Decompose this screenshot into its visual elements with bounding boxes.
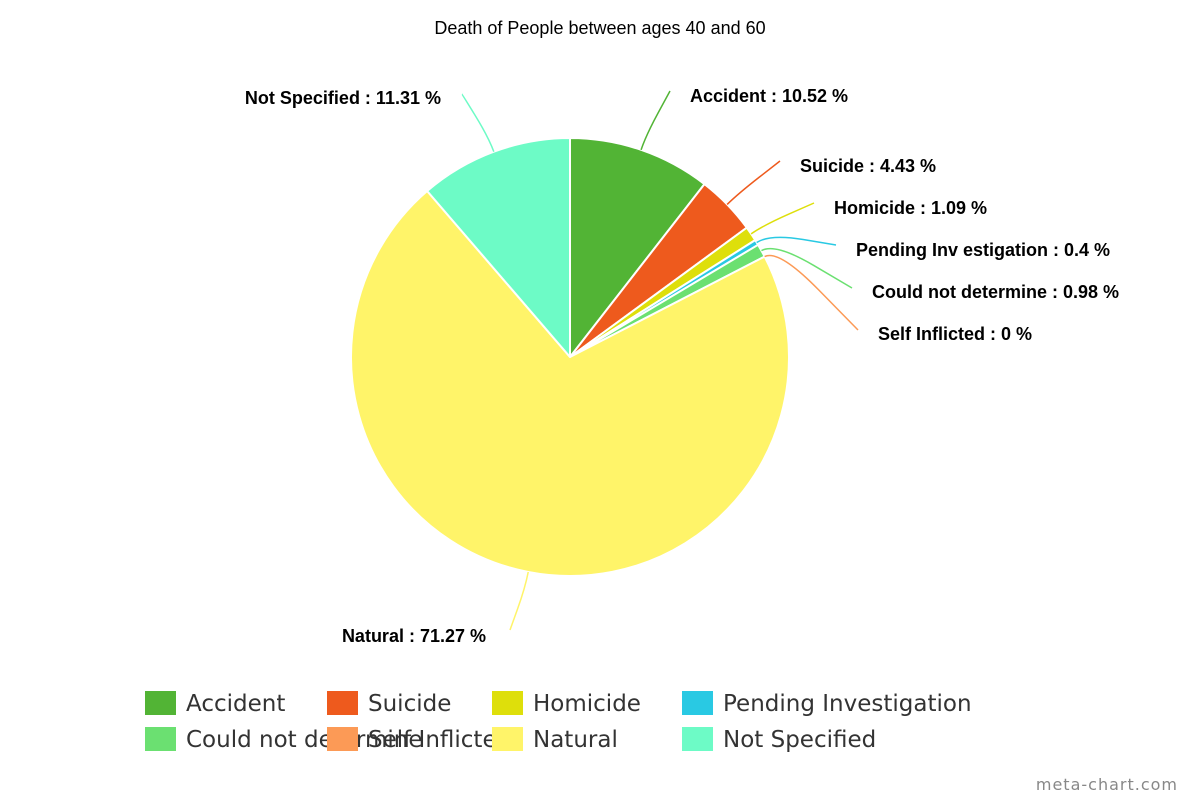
legend-item-natural[interactable]: Natural bbox=[492, 727, 618, 753]
leader-line-suicide bbox=[726, 160, 781, 205]
legend-swatch-homicide bbox=[492, 691, 523, 715]
leader-line-natural bbox=[509, 571, 529, 631]
legend-swatch-suicide bbox=[327, 691, 358, 715]
leader-line-accident bbox=[640, 90, 671, 151]
chart-title: Death of People between ages 40 and 60 bbox=[434, 18, 765, 38]
legend-item-not-specified[interactable]: Not Specified bbox=[682, 727, 876, 753]
legend-label-homicide: Homicide bbox=[533, 691, 641, 717]
pie-slice-natural[interactable] bbox=[350, 190, 790, 577]
legend-swatch-self-inflicted bbox=[327, 727, 358, 751]
legend-label-accident: Accident bbox=[186, 691, 285, 717]
leader-line-pending-investigation bbox=[756, 236, 837, 246]
label-leaders bbox=[461, 90, 859, 631]
legend-swatch-accident bbox=[145, 691, 176, 715]
legend-item-suicide[interactable]: Suicide bbox=[327, 691, 451, 717]
leader-line-could-not-determine bbox=[761, 247, 853, 289]
credit-text: meta-chart.com bbox=[1036, 775, 1178, 794]
data-label-natural: Natural : 71.27 % bbox=[342, 626, 486, 646]
legend-item-pending-investigation[interactable]: Pending Investigation bbox=[682, 691, 972, 717]
data-label-could-not-determine: Could not determine : 0.98 % bbox=[872, 282, 1119, 302]
legend: Accident Suicide Homicide Pending Investiga… bbox=[145, 691, 972, 753]
legend-swatch-pending-investigation bbox=[682, 691, 713, 715]
legend-label-self-inflicted: Self Inflicted bbox=[368, 727, 511, 753]
leader-line-homicide bbox=[750, 202, 815, 235]
leader-line-self-inflicted bbox=[764, 254, 859, 331]
pie-slices bbox=[350, 137, 790, 577]
data-labels: Accident : 10.52 % Suicide : 4.43 % Homici… bbox=[245, 86, 1119, 646]
legend-label-not-specified: Not Specified bbox=[723, 727, 876, 753]
data-label-pending-investigation: Pending Inv estigation : 0.4 % bbox=[856, 240, 1110, 260]
legend-label-natural: Natural bbox=[533, 727, 618, 753]
legend-label-could-not-determine: Could not determine bbox=[186, 727, 422, 753]
legend-item-accident[interactable]: Accident bbox=[145, 691, 285, 717]
legend-label-suicide: Suicide bbox=[368, 691, 451, 717]
legend-item-could-not-determine[interactable]: Could not determine bbox=[145, 727, 422, 753]
data-label-self-inflicted: Self Inflicted : 0 % bbox=[878, 324, 1032, 344]
pie-slice-not-specified[interactable] bbox=[426, 137, 571, 358]
data-label-not-specified: Not Specified : 11.31 % bbox=[245, 88, 441, 108]
legend-item-self-inflicted[interactable]: Self Inflicted bbox=[327, 727, 511, 753]
legend-swatch-could-not-determine bbox=[145, 727, 176, 751]
legend-label-pending-investigation: Pending Investigation bbox=[723, 691, 972, 717]
legend-swatch-natural bbox=[492, 727, 523, 751]
leader-line-not-specified bbox=[461, 93, 495, 152]
data-label-suicide: Suicide : 4.43 % bbox=[800, 156, 936, 176]
pie-slice-accident[interactable] bbox=[569, 137, 706, 358]
legend-swatch-not-specified bbox=[682, 727, 713, 751]
legend-item-homicide[interactable]: Homicide bbox=[492, 691, 641, 717]
data-label-homicide: Homicide : 1.09 % bbox=[834, 198, 987, 218]
data-label-accident: Accident : 10.52 % bbox=[690, 86, 848, 106]
